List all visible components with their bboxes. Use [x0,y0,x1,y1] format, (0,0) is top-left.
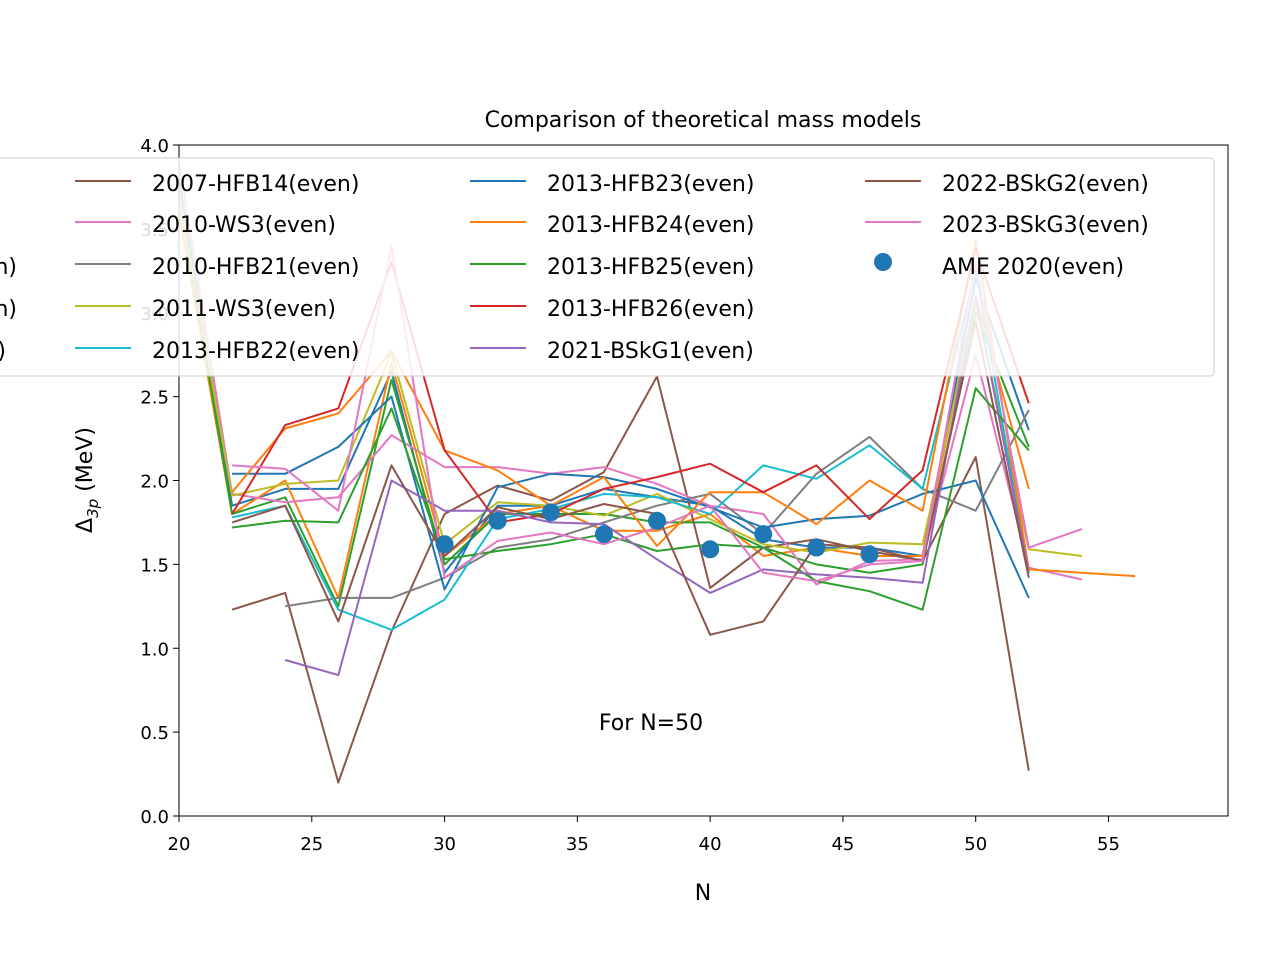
legend-label-2010-hfb21-even: 2010-HFB21(even) [152,255,359,280]
data-point-ame-2020-even [541,503,560,522]
legend-label-2010-ws3-even: 2010-WS3(even) [152,213,336,238]
y-tick-label: 2.0 [140,472,169,493]
x-axis-label: N [695,881,711,906]
legend-label-2013-hfb24-even: 2013-HFB24(even) [547,213,754,238]
series-line-2007-hfb14-even [231,375,1030,784]
y-axis-label-unit: (MeV) [73,427,98,499]
data-point-ame-2020-even [648,511,667,530]
x-tick-label: 55 [1097,834,1120,855]
legend-fragment: n) [0,255,17,280]
legend-label-2013-hfb25-even: 2013-HFB25(even) [547,255,754,280]
legend-box [0,157,1215,377]
legend-label-2022-bskg2-even: 2022-BSkG2(even) [942,172,1149,197]
legend-fragment: n) [0,297,17,322]
x-tick-label: 45 [831,834,854,855]
y-tick-label: 1.5 [140,555,169,576]
x-tick-label: 30 [433,834,456,855]
y-tick-label: 1.0 [140,639,169,660]
legend-label-2021-bskg1-even: 2021-BSkG1(even) [547,339,754,364]
x-tick-label: 25 [300,834,323,855]
data-point-ame-2020-even [754,525,773,544]
series-line-2021-bskg1-even [284,295,1030,677]
y-tick-label: 0.0 [140,807,169,828]
plot-points-layer [435,503,879,564]
x-tick-label: 50 [964,834,987,855]
data-point-ame-2020-even [435,535,454,554]
series-line-2010-hfb21-even [285,409,1030,608]
y-tick-label: 0.5 [140,723,169,744]
x-tick-label: 20 [168,834,191,855]
legend-label-ame-2020-even: AME 2020(even) [942,255,1124,280]
series-line-2013-hfb22-even [231,269,1030,631]
data-point-ame-2020-even [488,511,507,530]
x-tick-label: 35 [566,834,589,855]
legend-fragment: ) [0,339,6,364]
chart-title: Comparison of theoretical mass models [485,108,922,133]
legend-marker-ame-2020-even [874,253,892,271]
series-line-unlabeled-2 [179,195,1030,608]
y-tick-label: 4.0 [140,136,169,157]
y-axis-label: Δ3p (MeV) [73,427,102,533]
legend-label-2011-ws3-even: 2011-WS3(even) [152,297,336,322]
data-point-ame-2020-even [807,538,826,557]
data-point-ame-2020-even [860,545,879,564]
legend-label-2013-hfb26-even: 2013-HFB26(even) [547,297,754,322]
chart-annotation: For N=50 [599,711,703,736]
legend-label-2013-hfb23-even: 2013-HFB23(even) [547,172,754,197]
data-point-ame-2020-even [594,525,613,544]
y-tick-label: 2.5 [140,388,169,409]
x-tick-label: 40 [699,834,722,855]
legend-label-2007-hfb14-even: 2007-HFB14(even) [152,172,359,197]
series-line-2011-ws3-even [179,195,1083,557]
legend-label-2023-bskg3-even: 2023-BSkG3(even) [942,213,1149,238]
y-axis-label-sub: 3p [84,499,102,518]
y-axis-label-main: Δ [73,518,98,533]
legend-label-2013-hfb22-even: 2013-HFB22(even) [152,339,359,364]
legend: 2007-HFB14(even) 2010-WS3(even) 2010-HFB21… [0,157,1215,377]
series-line-2022-bskg2-even [231,320,1030,636]
data-point-ame-2020-even [701,540,720,559]
x-axis-ticks: 20 25 30 35 40 45 50 55 [168,816,1120,855]
